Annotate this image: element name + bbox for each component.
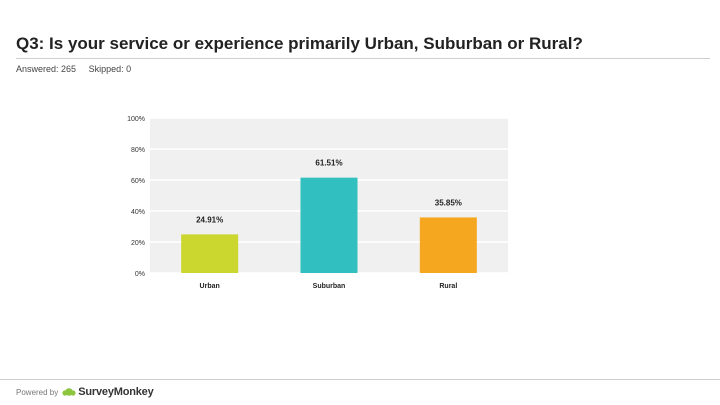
footer: Powered by SurveyMonkey [16, 386, 154, 398]
bar-urban [181, 234, 239, 273]
x-tick-label: Rural [439, 283, 457, 290]
brand-name: SurveyMonkey [78, 386, 154, 398]
data-label: 24.91% [196, 215, 223, 224]
powered-by-label: Powered by [16, 387, 59, 397]
surveymonkey-logo-icon [62, 387, 76, 397]
question-title: Q3: Is your service or experience primar… [16, 34, 583, 53]
data-label: 35.85% [435, 198, 462, 207]
y-tick-label: 80% [131, 147, 145, 154]
bar-suburban [300, 177, 358, 273]
response-stats: Answered: 265 Skipped: 0 [16, 64, 141, 74]
answered-count: Answered: 265 [16, 64, 77, 74]
x-tick-label: Suburban [313, 283, 346, 290]
data-label: 61.51% [315, 159, 342, 168]
title-divider [16, 58, 710, 59]
y-tick-label: 40% [131, 209, 145, 216]
y-tick-label: 0% [135, 271, 145, 278]
y-tick-label: 100% [127, 116, 145, 123]
footer-divider [0, 379, 720, 380]
y-tick-label: 20% [131, 240, 145, 247]
skipped-count: Skipped: 0 [88, 64, 132, 74]
x-tick-label: Urban [200, 283, 220, 290]
bar-rural [419, 217, 477, 273]
y-tick-label: 60% [131, 178, 145, 185]
